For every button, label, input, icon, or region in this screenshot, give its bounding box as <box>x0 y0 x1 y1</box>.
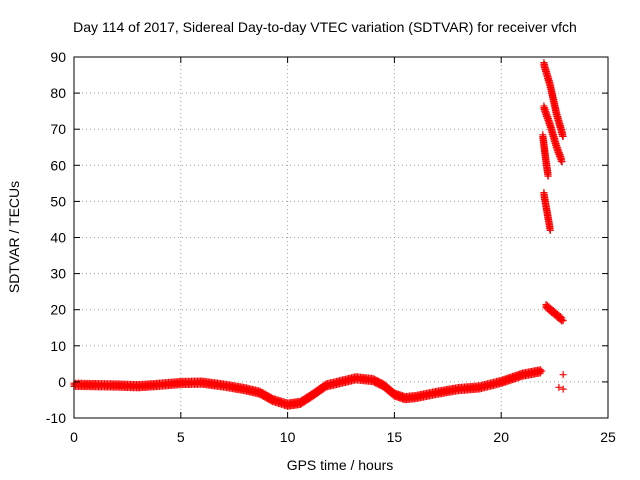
x-tick-label: 10 <box>280 429 296 445</box>
data-point <box>559 317 567 325</box>
y-tick-label: 80 <box>50 85 66 101</box>
y-tick-label: -10 <box>46 410 66 426</box>
data-point <box>559 132 567 140</box>
y-tick-label: 0 <box>58 374 66 390</box>
y-tick-label: 70 <box>50 121 66 137</box>
y-tick-label: 90 <box>50 49 66 65</box>
y-tick-label: 20 <box>50 302 66 318</box>
x-tick-label: 15 <box>387 429 403 445</box>
y-axis-label: SDTVAR / TECUs <box>6 181 22 293</box>
y-tick-label: 60 <box>50 157 66 173</box>
data-point <box>546 226 554 234</box>
data-point <box>558 158 566 166</box>
x-axis-label: GPS time / hours <box>287 457 394 473</box>
grid <box>74 57 608 418</box>
data-point <box>538 367 546 375</box>
y-tick-label: 10 <box>50 338 66 354</box>
x-tick-label: 0 <box>70 429 78 445</box>
chart-title: Day 114 of 2017, Sidereal Day-to-day VTE… <box>73 19 577 35</box>
data-point <box>559 385 567 393</box>
data-series <box>70 59 567 410</box>
y-tick-label: 30 <box>50 266 66 282</box>
x-tick-label: 25 <box>600 429 616 445</box>
data-point <box>555 383 563 391</box>
x-tick-label: 5 <box>177 429 185 445</box>
data-point <box>544 172 552 180</box>
y-tick-label: 40 <box>50 230 66 246</box>
data-point <box>559 371 567 379</box>
x-tick-label: 20 <box>493 429 509 445</box>
y-tick-label: 50 <box>50 193 66 209</box>
